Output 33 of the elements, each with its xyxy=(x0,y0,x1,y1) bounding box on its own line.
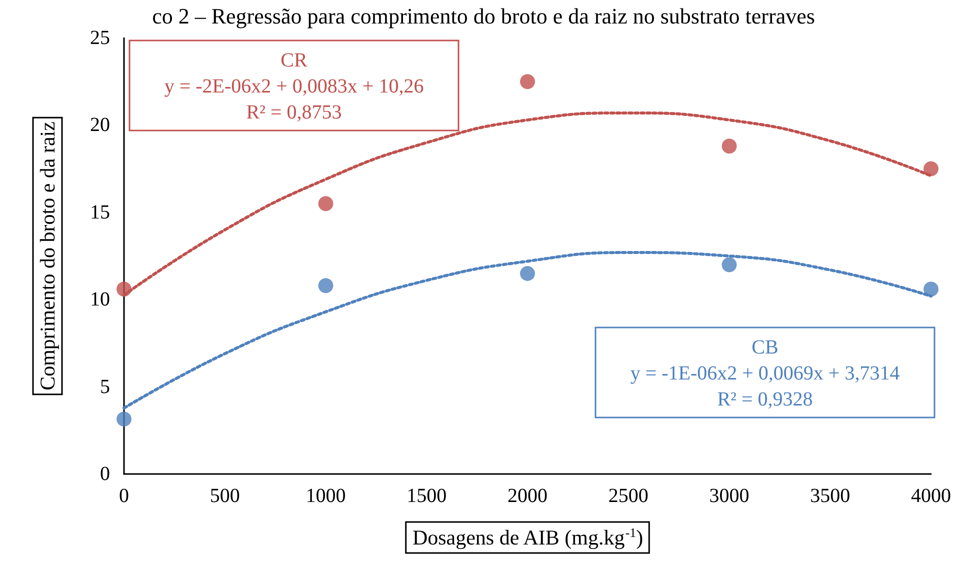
annotation: y = -2E-06x2 + 0,0083x + 10,26 xyxy=(164,76,424,98)
point xyxy=(924,282,938,297)
point xyxy=(318,196,334,212)
y-tick-label: 20 xyxy=(90,114,110,136)
y-tick-label: 0 xyxy=(100,463,110,485)
x-tick-label: 2000 xyxy=(508,485,548,507)
annotation: R² = 0,9328 xyxy=(717,388,813,410)
point xyxy=(116,412,132,427)
point xyxy=(116,282,132,297)
chart-title: co 2 – Regressão para comprimento do broto e da raiz no substrato terraves xyxy=(152,4,815,28)
x-tick-label: 1000 xyxy=(306,485,346,507)
point xyxy=(924,161,938,176)
text: CB xyxy=(752,336,778,358)
point xyxy=(520,266,535,281)
y-tick-label: 5 xyxy=(100,376,110,398)
y-tick-label: 15 xyxy=(90,201,110,224)
x-tick-label: 0 xyxy=(119,485,129,507)
annotation: R² = 0,8753 xyxy=(246,102,342,124)
text: CR xyxy=(280,50,308,72)
x-tick-label: 500 xyxy=(210,485,240,507)
point xyxy=(722,257,737,272)
y-tick-label: 25 xyxy=(90,27,110,49)
x-tick-label: 1500 xyxy=(406,485,447,507)
x-tick-label: 2500 xyxy=(608,485,648,507)
point xyxy=(318,278,334,294)
x-tick-label: 3000 xyxy=(709,485,750,507)
annotation: y = -1E-06x2 + 0,0069x + 3,7314 xyxy=(630,362,900,384)
point xyxy=(722,138,737,154)
x-tick-label: 3500 xyxy=(810,485,850,507)
y-tick-label: 10 xyxy=(90,288,110,311)
point xyxy=(520,74,535,90)
y-axis-title: Comprimento do broto e da raiz xyxy=(36,122,60,390)
x-tick-label: 4000 xyxy=(911,485,951,507)
